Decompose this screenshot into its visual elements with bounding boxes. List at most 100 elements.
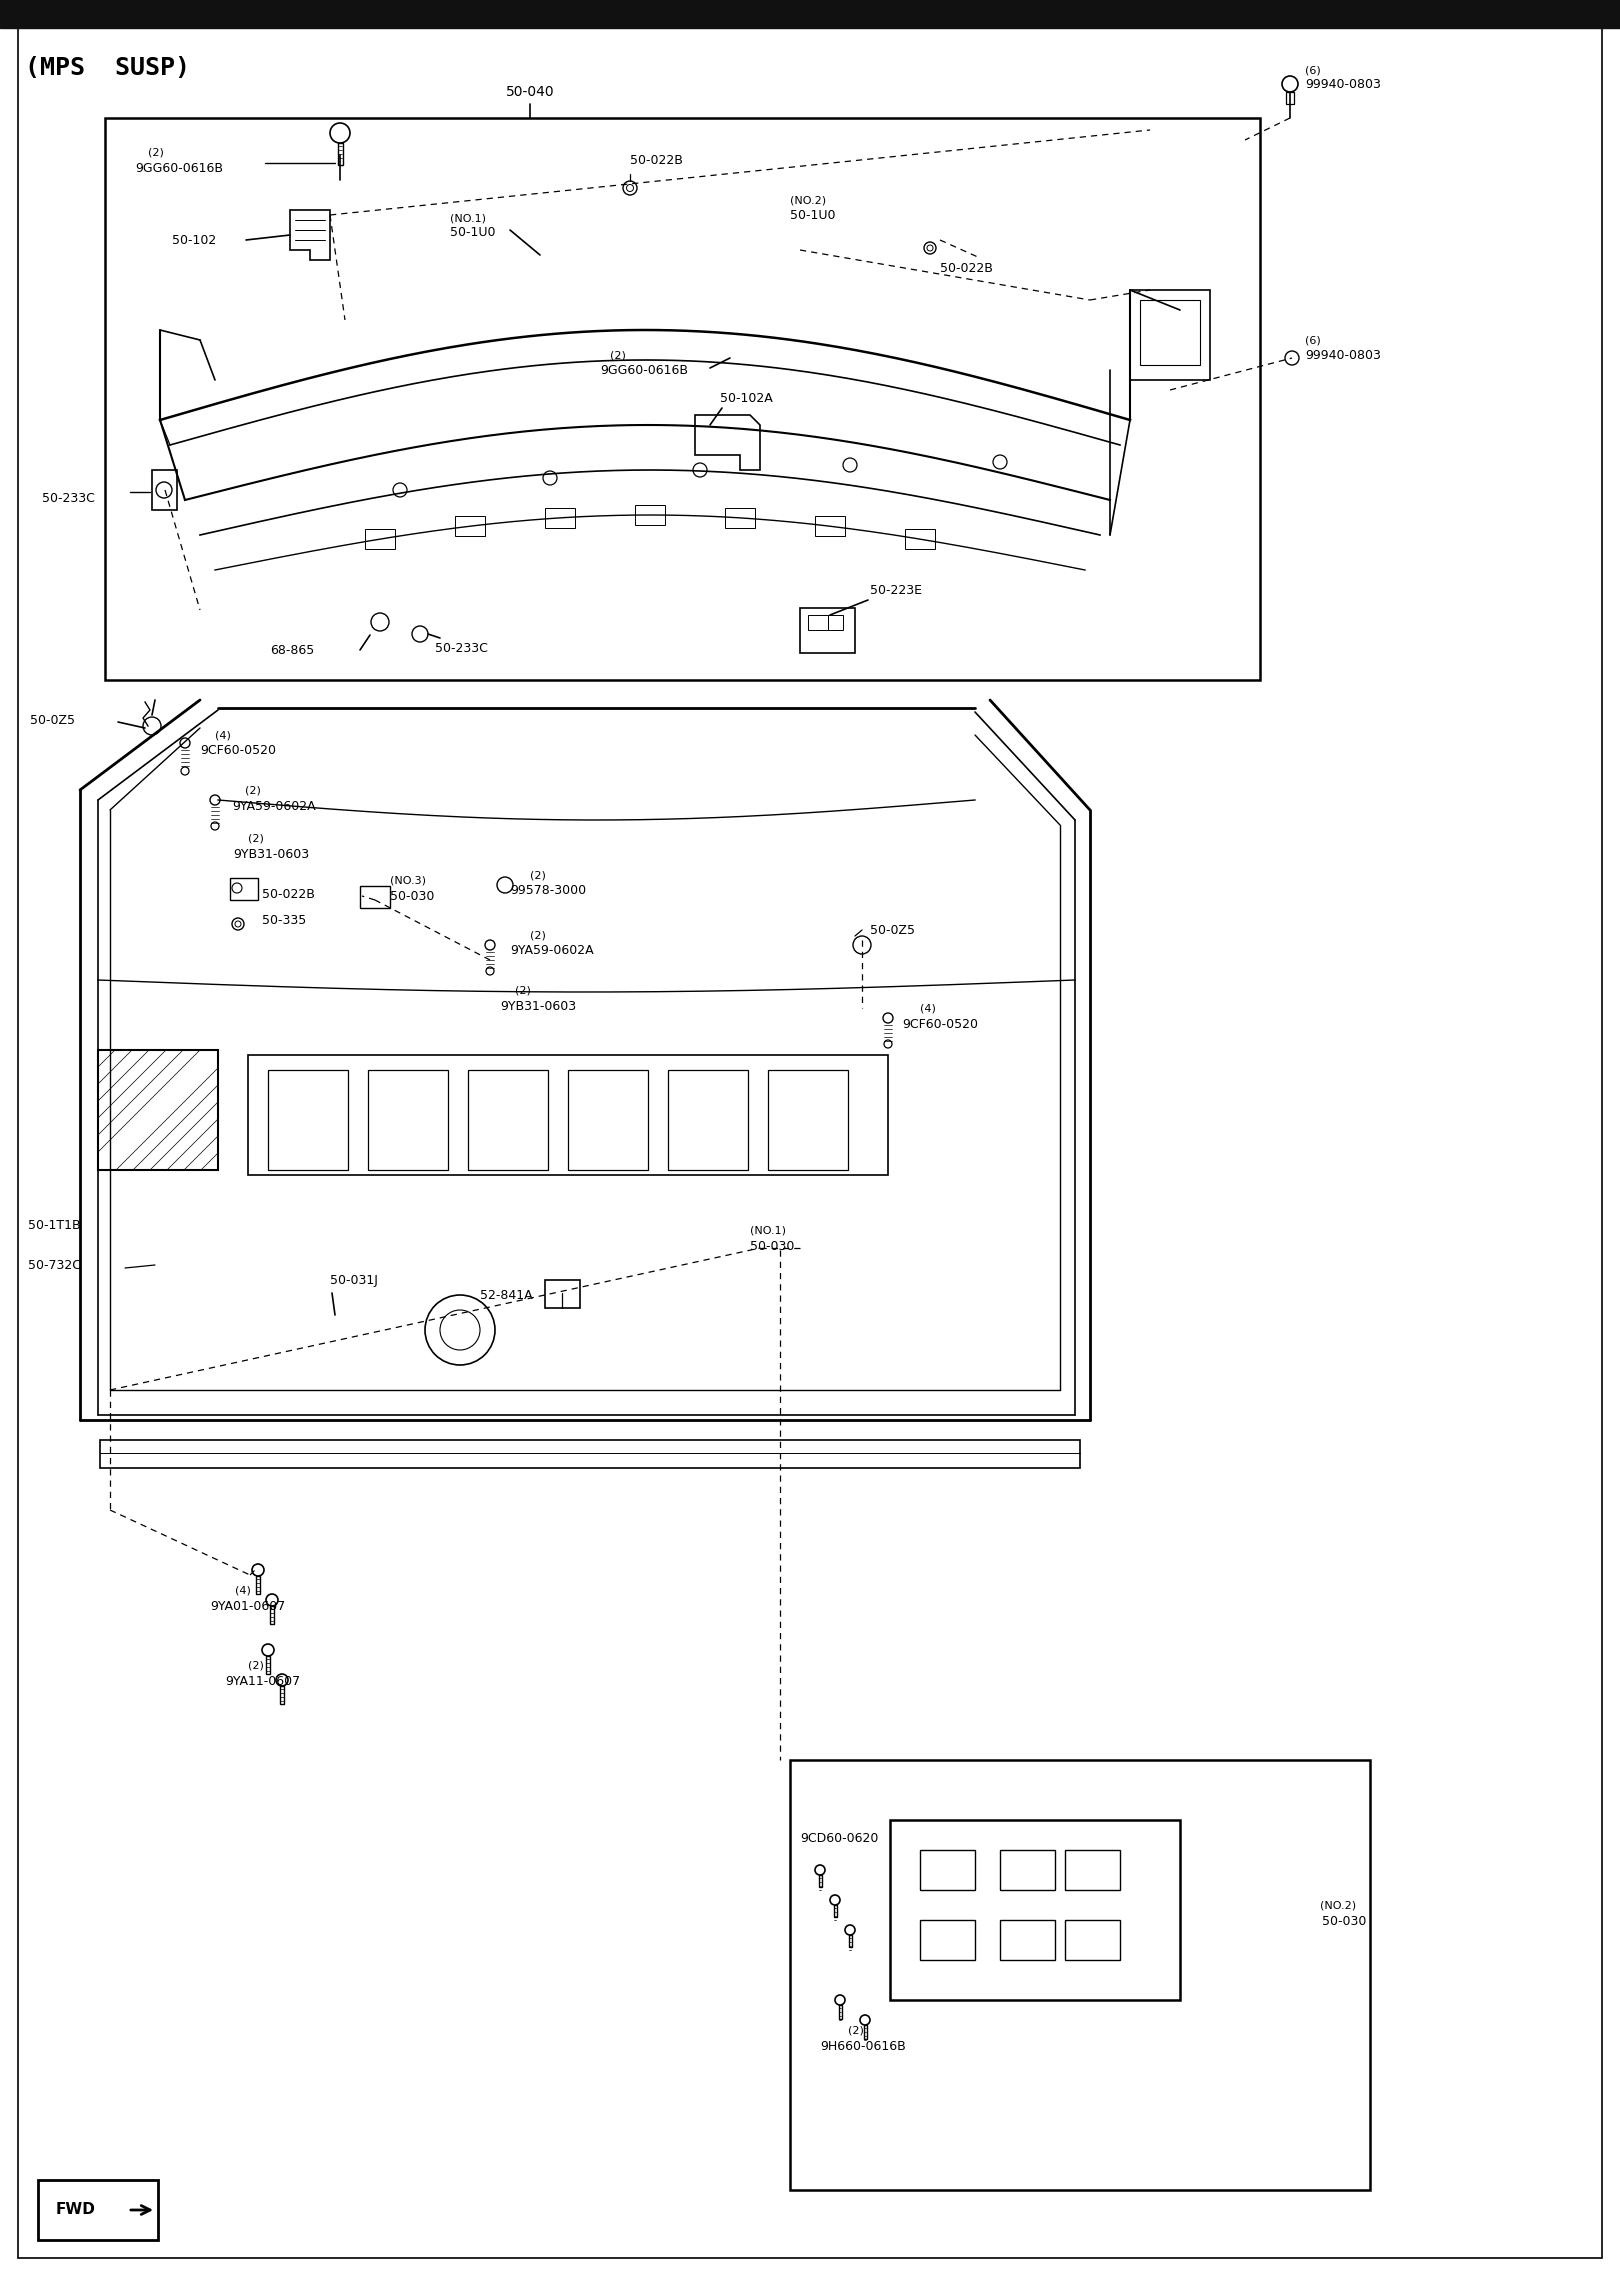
Bar — [839, 2005, 842, 2019]
Text: 50-030: 50-030 — [390, 890, 434, 904]
Text: (2): (2) — [530, 931, 546, 940]
Text: 9CF60-0520: 9CF60-0520 — [199, 744, 275, 756]
Bar — [280, 1687, 284, 1705]
Text: FWD: FWD — [57, 2203, 96, 2217]
Bar — [889, 1821, 1179, 2001]
Text: 9CF60-0520: 9CF60-0520 — [902, 1017, 978, 1031]
Text: 50-335: 50-335 — [262, 913, 306, 926]
Text: 9GG60-0616B: 9GG60-0616B — [134, 162, 224, 175]
Bar — [544, 508, 575, 528]
Text: (NO.1): (NO.1) — [450, 214, 486, 223]
Bar — [230, 879, 258, 899]
Text: 50-022B: 50-022B — [262, 888, 314, 901]
Bar — [0, 0, 1620, 27]
Text: 9YA11-0607: 9YA11-0607 — [225, 1675, 300, 1687]
Text: (2): (2) — [611, 351, 625, 360]
Bar — [726, 508, 755, 528]
Bar — [37, 2180, 159, 2240]
Bar — [800, 608, 855, 653]
Text: 9YA59-0602A: 9YA59-0602A — [232, 799, 316, 813]
Bar — [569, 1070, 648, 1170]
Bar — [920, 1921, 975, 1960]
Text: 50-022B: 50-022B — [940, 262, 993, 275]
Text: 9H660-0616B: 9H660-0616B — [820, 2039, 906, 2053]
Bar — [271, 1607, 274, 1625]
Text: (2): (2) — [245, 785, 261, 794]
Text: 50-040: 50-040 — [505, 84, 554, 98]
Text: 9CD60-0620: 9CD60-0620 — [800, 1832, 878, 1844]
Text: (MPS  SUSP): (MPS SUSP) — [24, 57, 190, 80]
Text: 99940-0803: 99940-0803 — [1306, 348, 1380, 362]
Text: 50-0Z5: 50-0Z5 — [31, 712, 75, 726]
Bar — [100, 1441, 1081, 1468]
Text: (6): (6) — [1306, 66, 1320, 75]
Text: 9YA01-0607: 9YA01-0607 — [211, 1600, 285, 1611]
Bar — [1000, 1921, 1055, 1960]
Bar — [360, 885, 390, 908]
Text: 50-031J: 50-031J — [330, 1275, 377, 1286]
Bar — [1000, 1850, 1055, 1889]
Text: 50-1T1B: 50-1T1B — [28, 1218, 81, 1231]
Bar — [105, 118, 1260, 681]
Text: (4): (4) — [215, 731, 232, 740]
Bar — [266, 1657, 271, 1675]
Text: (4): (4) — [235, 1584, 251, 1595]
Text: 50-1U0: 50-1U0 — [791, 209, 836, 221]
Text: (2): (2) — [847, 2026, 863, 2035]
Bar — [808, 615, 828, 630]
Bar — [667, 1070, 748, 1170]
Text: 9YA59-0602A: 9YA59-0602A — [510, 945, 593, 956]
Bar — [248, 1056, 888, 1174]
Text: 50-732C: 50-732C — [28, 1259, 81, 1272]
Text: (2): (2) — [248, 1659, 264, 1671]
Text: 99578-3000: 99578-3000 — [510, 883, 586, 897]
Text: 50-233C: 50-233C — [42, 492, 96, 505]
Text: (6): (6) — [1306, 335, 1320, 346]
Text: 50-030: 50-030 — [750, 1240, 794, 1252]
Text: (2): (2) — [515, 986, 531, 995]
Text: (2): (2) — [530, 869, 546, 881]
Bar — [1131, 289, 1210, 380]
Text: (2): (2) — [147, 148, 164, 157]
Text: 50-1U0: 50-1U0 — [450, 225, 496, 239]
Bar — [863, 2026, 867, 2039]
Bar — [364, 528, 395, 549]
Bar — [1286, 91, 1294, 105]
Bar — [368, 1070, 449, 1170]
Bar — [256, 1575, 259, 1593]
Bar — [834, 1905, 838, 1916]
Text: (NO.2): (NO.2) — [791, 196, 826, 205]
Text: (NO.2): (NO.2) — [1320, 1900, 1356, 1910]
Bar — [828, 615, 842, 630]
Text: 50-0Z5: 50-0Z5 — [870, 924, 915, 935]
Bar — [152, 471, 177, 510]
Text: 50-223E: 50-223E — [870, 583, 922, 596]
Text: 50-233C: 50-233C — [436, 642, 488, 655]
Bar — [1064, 1921, 1119, 1960]
Text: 68-865: 68-865 — [271, 644, 314, 655]
Bar — [468, 1070, 548, 1170]
Text: (4): (4) — [920, 1004, 936, 1013]
Bar — [339, 143, 343, 164]
Text: 50-102A: 50-102A — [719, 391, 773, 405]
Text: 50-022B: 50-022B — [630, 152, 684, 166]
Text: 50-030: 50-030 — [1322, 1914, 1366, 1928]
Text: (NO.1): (NO.1) — [750, 1224, 786, 1236]
Bar — [820, 1875, 821, 1887]
Text: 50-102: 50-102 — [172, 234, 215, 246]
Bar — [544, 1279, 580, 1309]
Bar — [1140, 300, 1200, 364]
Bar — [635, 505, 664, 526]
Text: (2): (2) — [248, 833, 264, 842]
Bar — [791, 1759, 1371, 2190]
Bar — [455, 517, 484, 537]
Bar — [768, 1070, 847, 1170]
Bar — [97, 1049, 219, 1170]
Bar — [815, 517, 846, 537]
Bar — [849, 1935, 852, 1946]
Text: 99940-0803: 99940-0803 — [1306, 77, 1380, 91]
Bar — [920, 1850, 975, 1889]
Text: 9YB31-0603: 9YB31-0603 — [233, 847, 309, 860]
Bar — [1064, 1850, 1119, 1889]
Text: (NO.3): (NO.3) — [390, 874, 426, 885]
